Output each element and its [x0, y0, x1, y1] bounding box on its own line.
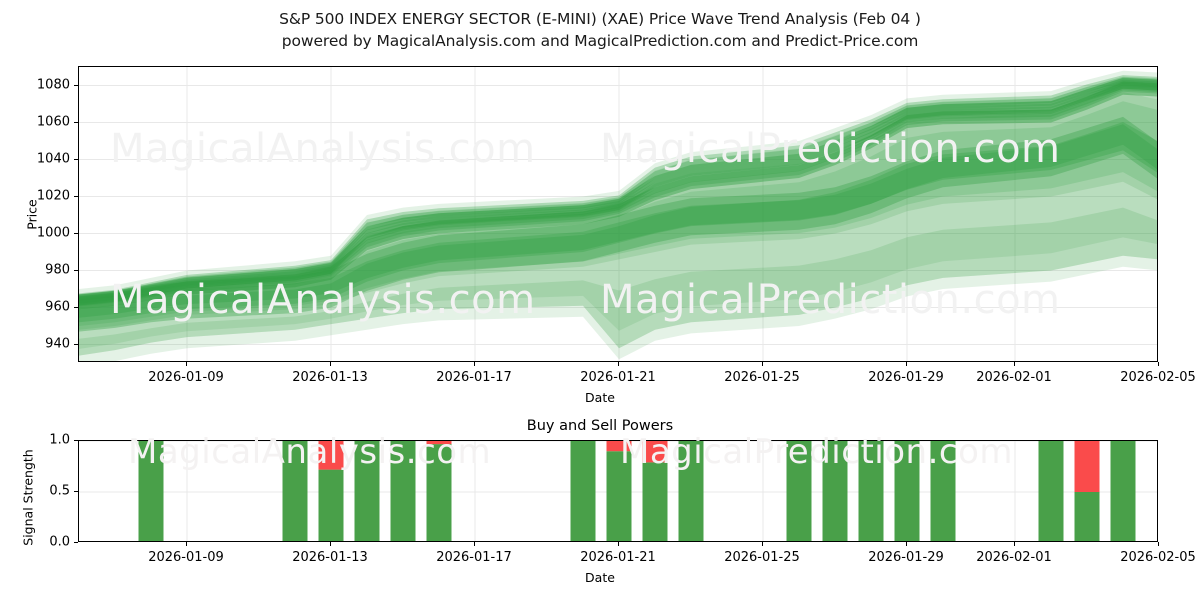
signal-ytick-mark	[74, 491, 78, 492]
price-xtick-mark	[330, 362, 331, 366]
price-xtick-mark	[762, 362, 763, 366]
buy-sell-plot-area	[78, 440, 1158, 542]
price-ytick-mark	[74, 158, 78, 160]
price-ytick-label: 1080	[36, 77, 70, 92]
signal-xtick-label: 2026-02-01	[976, 550, 1052, 565]
price-ytick-label: 940	[45, 336, 70, 351]
price-ytick-label: 1020	[36, 188, 70, 203]
price-ytick-label: 1040	[36, 151, 70, 166]
price-ytick-label: 1060	[36, 114, 70, 129]
signal-ytick-mark	[74, 440, 78, 441]
buy-sell-bars-svg	[79, 441, 1157, 541]
buy-sell-date-axis-label: Date	[585, 570, 615, 585]
signal-xtick-label: 2026-01-29	[868, 550, 944, 565]
signal-xtick-label: 2026-01-17	[436, 550, 512, 565]
title-line-1: S&P 500 INDEX ENERGY SECTOR (E-MINI) (XA…	[279, 10, 921, 28]
signal-xtick-mark	[906, 542, 907, 546]
signal-xtick-mark	[618, 542, 619, 546]
signal-ytick-label: 0.0	[49, 534, 70, 550]
page-title: S&P 500 INDEX ENERGY SECTOR (E-MINI) (XA…	[0, 8, 1200, 52]
price-wave-svg	[79, 67, 1157, 361]
price-xtick-label: 2026-01-17	[436, 370, 512, 385]
price-ytick-label: 980	[45, 262, 70, 277]
price-wave-plot-area	[78, 66, 1158, 362]
price-xtick-mark	[618, 362, 619, 366]
signal-xtick-mark	[1014, 542, 1015, 546]
price-xtick-mark	[474, 362, 475, 366]
price-xtick-mark	[1014, 362, 1015, 366]
price-ytick-label: 1000	[36, 225, 70, 240]
price-xtick-label: 2026-02-01	[976, 370, 1052, 385]
signal-xtick-label: 2026-01-21	[580, 550, 656, 565]
price-xtick-label: 2026-01-21	[580, 370, 656, 385]
price-xtick-mark	[1158, 362, 1159, 366]
price-xtick-mark	[906, 362, 907, 366]
signal-xtick-mark	[1158, 542, 1159, 546]
signal-strength-axis-label: Signal Strength	[20, 449, 36, 546]
price-ytick-mark	[74, 343, 78, 345]
price-xtick-label: 2026-01-29	[868, 370, 944, 385]
signal-xtick-label: 2026-01-09	[148, 550, 224, 565]
price-ytick-mark	[74, 121, 78, 123]
price-axis-label: Price	[24, 199, 40, 230]
price-ytick-label: 960	[45, 299, 70, 314]
signal-xtick-label: 2026-02-05	[1120, 550, 1196, 565]
price-ytick-mark	[74, 269, 78, 271]
price-xtick-label: 2026-01-09	[148, 370, 224, 385]
price-ytick-mark	[74, 306, 78, 308]
price-ytick-mark	[74, 84, 78, 86]
buy-sell-panel-title: Buy and Sell Powers	[526, 418, 674, 434]
signal-xtick-mark	[186, 542, 187, 546]
signal-ytick-label: 0.5	[49, 483, 70, 499]
signal-xtick-mark	[474, 542, 475, 546]
signal-ytick-mark	[74, 542, 78, 543]
signal-ytick-label: 1.0	[49, 432, 70, 448]
signal-xtick-mark	[762, 542, 763, 546]
price-xtick-mark	[186, 362, 187, 366]
signal-xtick-label: 2026-01-25	[724, 550, 800, 565]
price-xtick-label: 2026-01-25	[724, 370, 800, 385]
price-ytick-mark	[74, 195, 78, 197]
signal-xtick-label: 2026-01-13	[292, 550, 368, 565]
price-xtick-label: 2026-02-05	[1120, 370, 1196, 385]
price-xtick-label: 2026-01-13	[292, 370, 368, 385]
price-ytick-mark	[74, 232, 78, 234]
price-date-axis-label: Date	[585, 390, 615, 405]
signal-xtick-mark	[330, 542, 331, 546]
title-line-2: powered by MagicalAnalysis.com and Magic…	[281, 32, 919, 50]
